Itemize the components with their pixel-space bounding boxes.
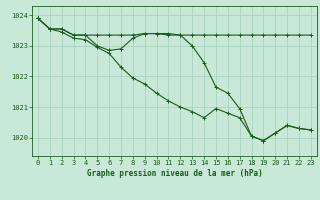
X-axis label: Graphe pression niveau de la mer (hPa): Graphe pression niveau de la mer (hPa)	[86, 169, 262, 178]
